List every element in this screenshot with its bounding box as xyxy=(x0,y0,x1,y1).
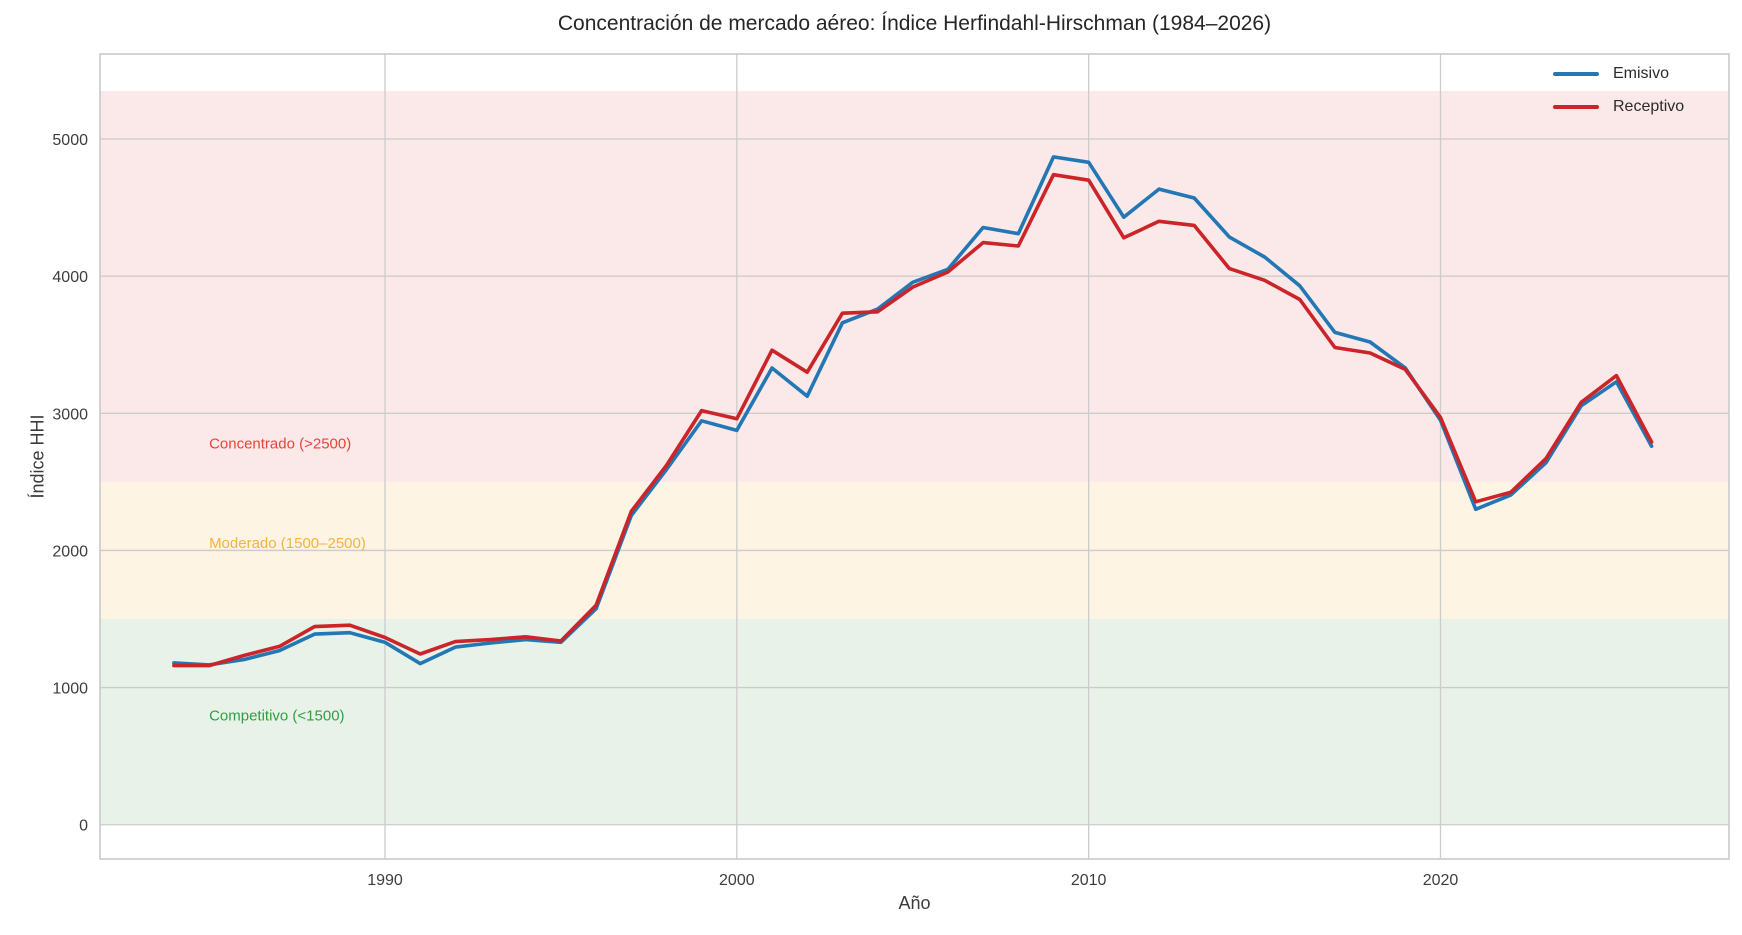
plot-border xyxy=(99,53,1730,860)
emisivo-line-swatch xyxy=(1553,72,1599,76)
x-tick-2020: 2020 xyxy=(1423,872,1459,889)
chart-title: Concentración de mercado aéreo: Índice H… xyxy=(557,12,1272,35)
x-axis-label: Año xyxy=(898,893,931,913)
band-competitivo xyxy=(100,619,1729,825)
y-tick-4000: 4000 xyxy=(52,269,88,286)
annotation-competitivo: Competitivo (<1500) xyxy=(209,708,344,725)
x-tick-1990: 1990 xyxy=(367,872,403,889)
legend-item-emisivo: Emisivo xyxy=(1553,62,1684,86)
legend: Emisivo Receptivo xyxy=(1553,62,1684,119)
y-tick-2000: 2000 xyxy=(52,543,88,560)
legend-label-emisivo: Emisivo xyxy=(1613,65,1670,82)
annotation-moderado: Moderado (1500–2500) xyxy=(209,535,366,552)
legend-label-receptivo: Receptivo xyxy=(1613,98,1685,115)
y-tick-3000: 3000 xyxy=(52,406,88,423)
y-tick-1000: 1000 xyxy=(52,681,88,698)
y-axis-label: Índice HHI xyxy=(27,414,48,499)
annotation-concentrado: Concentrado (>2500) xyxy=(209,435,351,452)
x-tick-2000: 2000 xyxy=(719,872,755,889)
series-line-receptivo xyxy=(172,172,1654,668)
y-tick-5000: 5000 xyxy=(52,132,88,149)
legend-item-receptivo: Receptivo xyxy=(1553,95,1684,119)
receptivo-line-swatch xyxy=(1553,105,1599,109)
x-tick-2010: 2010 xyxy=(1071,872,1107,889)
y-tick-0: 0 xyxy=(79,818,88,835)
